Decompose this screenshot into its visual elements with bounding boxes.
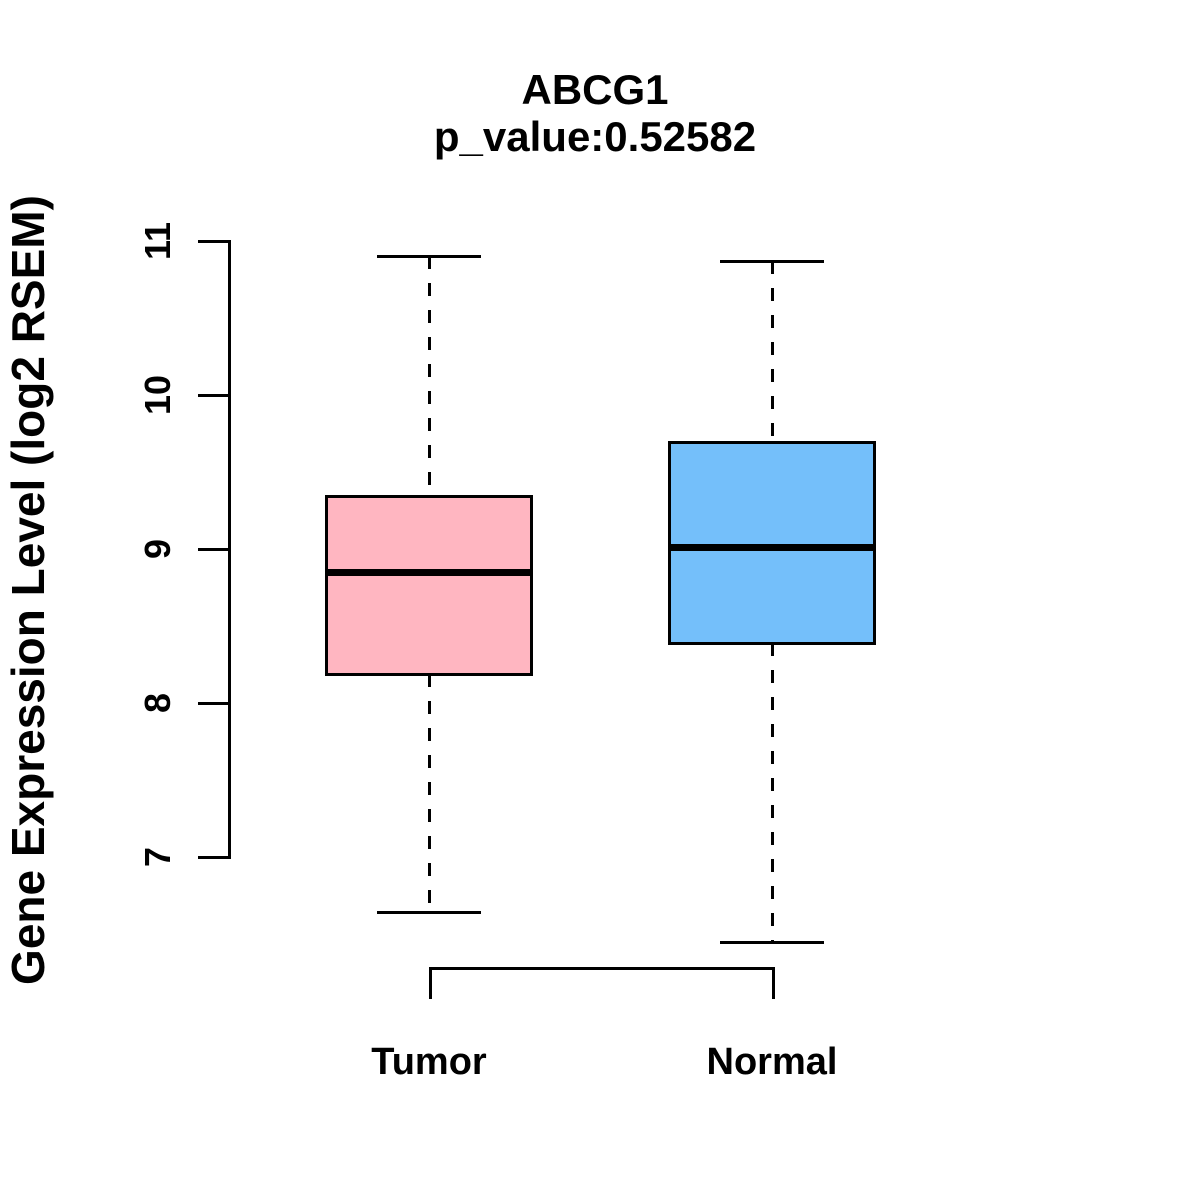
normal-upper-whisker xyxy=(771,261,774,443)
y-axis-tick-label: 9 xyxy=(137,538,178,560)
x-axis-line xyxy=(429,967,775,970)
y-axis-tick-label: 11 xyxy=(137,221,178,261)
y-axis-tick xyxy=(198,856,228,859)
y-axis-label: Gene Expression Level (log2 RSEM) xyxy=(2,195,54,985)
y-axis-tick-label: 10 xyxy=(137,374,178,416)
y-axis-tick xyxy=(198,240,228,243)
y-axis-tick xyxy=(198,702,228,705)
chart-title-block: ABCG1 p_value:0.52582 xyxy=(95,66,1095,160)
tumor-box xyxy=(325,494,533,676)
tumor-lower-whisker-cap xyxy=(377,911,481,915)
tumor-lower-whisker xyxy=(428,673,431,913)
tumor-upper-whisker xyxy=(428,256,431,497)
chart-title: ABCG1 xyxy=(521,66,669,113)
y-axis-tick-label: 8 xyxy=(137,692,178,714)
normal-lower-whisker xyxy=(771,642,774,942)
normal-upper-whisker-cap xyxy=(720,260,824,264)
tumor-upper-whisker-cap xyxy=(377,255,481,259)
tumor-median-line xyxy=(325,569,533,577)
x-axis-tick-tumor xyxy=(429,967,432,999)
y-axis-tick xyxy=(198,394,228,397)
normal-lower-whisker-cap xyxy=(720,940,824,944)
x-axis-category-label-tumor: Tumor xyxy=(371,1041,487,1083)
normal-median-line xyxy=(668,544,876,552)
normal-box xyxy=(668,440,876,645)
y-axis-tick xyxy=(198,548,228,551)
y-axis-tick-label: 7 xyxy=(137,846,178,868)
x-axis-category-label-normal: Normal xyxy=(706,1041,838,1083)
y-axis-line xyxy=(228,240,231,859)
x-axis-tick-normal xyxy=(772,967,775,999)
chart-subtitle: p_value:0.52582 xyxy=(433,113,757,160)
